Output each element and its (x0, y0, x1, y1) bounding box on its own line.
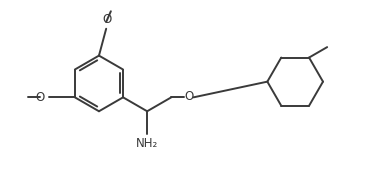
Text: O: O (184, 90, 193, 103)
Text: O: O (102, 13, 111, 26)
Text: O: O (35, 91, 44, 104)
Text: NH₂: NH₂ (136, 137, 158, 150)
